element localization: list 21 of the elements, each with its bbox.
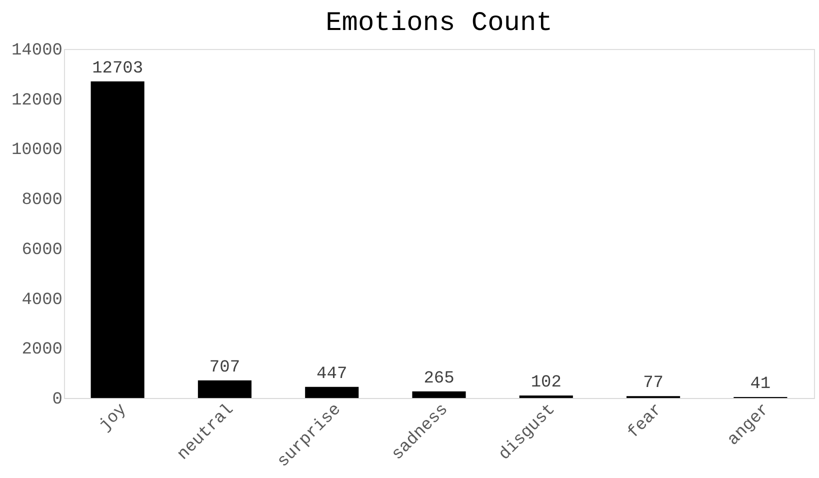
- y-tick-label: 4000: [22, 290, 62, 310]
- y-tick-label: 2000: [22, 340, 62, 360]
- y-tick-label: 12000: [11, 91, 62, 110]
- data-label: 12703: [92, 59, 144, 78]
- y-tick-label: 0: [52, 390, 62, 410]
- bar: [519, 395, 573, 398]
- bar: [305, 386, 359, 398]
- y-tick-label: 10000: [11, 141, 62, 160]
- data-label: 41: [750, 374, 771, 394]
- data-label: 77: [643, 374, 664, 394]
- data-label: 265: [424, 369, 454, 388]
- bar: [198, 380, 252, 398]
- data-label: 707: [209, 358, 240, 378]
- chart-title: Emotions Count: [326, 9, 552, 39]
- y-tick-label: 6000: [22, 240, 62, 260]
- y-tick-label: 8000: [22, 191, 62, 210]
- bar: [412, 391, 466, 398]
- data-label: 102: [530, 373, 562, 392]
- y-tick-label: 14000: [11, 42, 62, 60]
- data-label: 447: [316, 364, 348, 384]
- bar: [90, 81, 144, 398]
